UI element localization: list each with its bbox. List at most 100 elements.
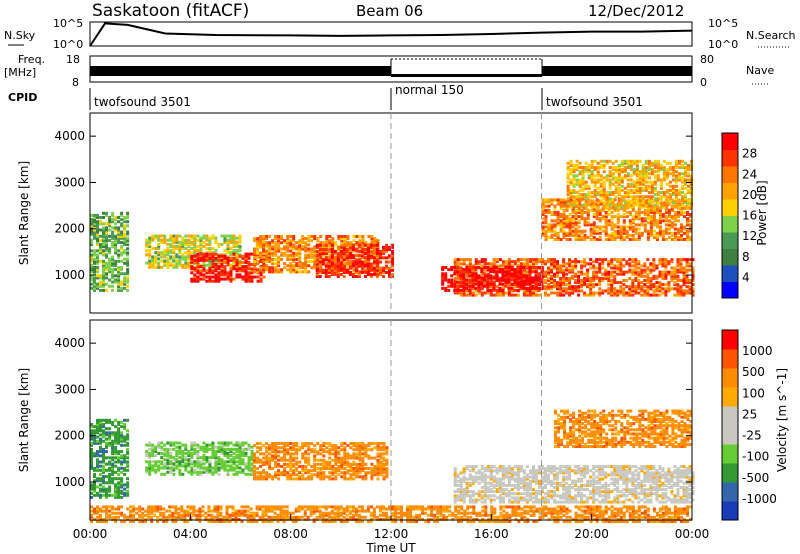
heatmap-cell	[534, 266, 538, 269]
heatmap-cell	[292, 260, 296, 263]
heatmap-cell	[655, 231, 659, 235]
heatmap-cell	[178, 249, 182, 253]
heatmap-cell	[631, 229, 635, 233]
heatmap-cell	[235, 236, 239, 240]
heatmap-cell	[611, 203, 615, 207]
heatmap-cell	[256, 260, 260, 263]
heatmap-cell	[601, 258, 605, 262]
heatmap-cell	[268, 458, 272, 462]
heatmap-cell	[632, 188, 636, 192]
heatmap-cell	[610, 231, 614, 235]
heatmap-cell	[634, 238, 638, 241]
heatmap-cell	[652, 264, 656, 268]
heatmap-cell	[90, 243, 93, 247]
heatmap-cell	[321, 262, 325, 266]
heatmap-cell	[105, 445, 108, 449]
heatmap-cell	[111, 257, 115, 261]
heatmap-cell	[271, 245, 275, 249]
heatmap-cell	[190, 447, 194, 451]
heatmap-cell	[649, 208, 653, 212]
heatmap-cell	[598, 225, 602, 229]
heatmap-cell	[620, 197, 624, 201]
heatmap-cell	[226, 240, 230, 244]
heatmap-cell	[626, 193, 630, 197]
heatmap-cell	[90, 487, 93, 491]
heatmap-cell	[559, 198, 563, 202]
heatmap-cell	[372, 250, 376, 253]
heatmap-cell	[157, 234, 161, 238]
heatmap-cell	[572, 199, 576, 203]
heatmap-cell	[658, 227, 662, 231]
heatmap-cell	[607, 219, 611, 223]
heatmap-cell	[364, 241, 368, 245]
heatmap-cell	[684, 170, 687, 174]
heatmap-cell	[510, 293, 514, 297]
heatmap-cell	[199, 271, 203, 275]
heatmap-cell	[190, 234, 194, 238]
heatmap-cell	[223, 441, 227, 445]
heatmap-cell	[117, 468, 121, 472]
heatmap-cell	[550, 235, 554, 239]
heatmap-cell	[289, 473, 293, 477]
heatmap-cell	[369, 256, 373, 260]
heatmap-cell	[674, 191, 678, 194]
heatmap-cell	[229, 460, 233, 464]
heatmap-cell	[668, 180, 672, 184]
heatmap-cell	[114, 241, 118, 244]
heatmap-cell	[157, 257, 161, 261]
heatmap-cell	[280, 257, 284, 261]
heatmap-cell	[613, 274, 617, 278]
heatmap-cell	[673, 213, 677, 216]
heatmap-cell	[220, 464, 224, 468]
heatmap-cell	[256, 249, 260, 253]
heatmap-cell	[547, 204, 551, 208]
heatmap-cell	[598, 219, 602, 223]
heatmap-cell	[550, 227, 554, 231]
heatmap-cell	[178, 462, 182, 466]
heatmap-cell	[102, 216, 105, 219]
heatmap-cell	[562, 208, 566, 212]
heatmap-cell	[646, 238, 650, 241]
heatmap-cell	[286, 268, 290, 272]
heatmap-cell	[391, 243, 394, 247]
heatmap-cell	[111, 245, 115, 249]
heatmap-cell	[681, 203, 684, 207]
heatmap-cell	[241, 256, 245, 260]
heatmap-cell	[640, 281, 644, 285]
heatmap-cell	[541, 208, 545, 212]
heatmap-cell	[607, 270, 611, 274]
heatmap-cell	[295, 268, 299, 272]
heatmap-cell	[123, 483, 127, 487]
power-colorbar-label: Power [dB]	[755, 180, 769, 245]
heatmap-cell	[99, 448, 102, 451]
heatmap-cell	[677, 235, 680, 239]
heatmap-cell	[608, 159, 612, 163]
heatmap-cell	[187, 242, 191, 246]
heatmap-cell	[292, 245, 296, 249]
heatmap-cell	[562, 231, 566, 235]
heatmap-cell	[202, 275, 206, 279]
heatmap-cell	[157, 244, 161, 248]
heatmap-cell	[120, 253, 124, 257]
heatmap-cell	[268, 467, 272, 470]
heatmap-cell	[631, 268, 635, 272]
heatmap-cell	[626, 174, 630, 178]
heatmap-cell	[613, 233, 617, 237]
heatmap-cell	[304, 253, 308, 257]
heatmap-cell	[670, 272, 674, 276]
heatmap-cell	[658, 217, 662, 221]
heatmap-cell	[301, 247, 305, 251]
heatmap-cell	[686, 219, 689, 223]
heatmap-cell	[507, 286, 511, 290]
heatmap-cell	[114, 274, 118, 278]
heatmap-cell	[123, 468, 127, 472]
heatmap-cell	[459, 268, 463, 272]
heatmap-cell	[205, 468, 209, 472]
heatmap-cell	[622, 293, 626, 297]
heatmap-cell	[265, 249, 269, 253]
heatmap-cell	[691, 279, 695, 282]
heatmap-cell	[123, 493, 127, 497]
heatmap-cell	[226, 468, 230, 472]
heatmap-cell	[643, 229, 647, 233]
heatmap-cell	[622, 198, 626, 202]
